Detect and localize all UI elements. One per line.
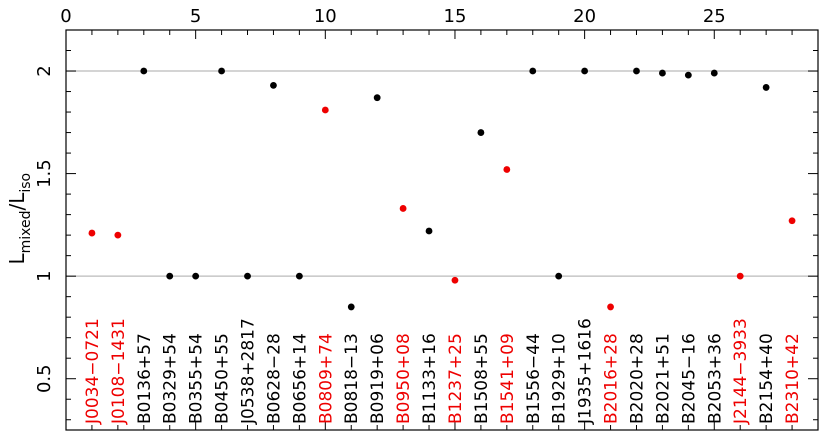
pulsar-label: B1133+16 bbox=[420, 333, 440, 424]
x-tick-label: 0 bbox=[60, 6, 71, 27]
pulsar-label: B2021+51 bbox=[653, 333, 673, 424]
pulsar-label: B0809+74 bbox=[316, 333, 336, 424]
pulsar-labels: J0034−0721 J0108−1431 B0136+57 B0329+54 B035… bbox=[83, 318, 803, 425]
pulsar-label: B0628−28 bbox=[264, 333, 284, 424]
y-tick-label: 0.5 bbox=[34, 364, 55, 393]
pulsar-label: B1237+25 bbox=[446, 333, 466, 424]
pulsar-label: B2016+28 bbox=[602, 333, 622, 424]
pulsar-label: B2154+40 bbox=[757, 333, 777, 424]
data-point bbox=[477, 129, 485, 136]
y-tick-label: 1.5 bbox=[34, 159, 55, 188]
y-axis-label-subscript: mixed bbox=[18, 211, 34, 254]
data-point bbox=[373, 94, 381, 102]
pulsar-label: J0538+2817 bbox=[239, 318, 259, 425]
pulsar-label: B0329+54 bbox=[161, 333, 181, 424]
pulsar-label: B1929+10 bbox=[550, 333, 570, 424]
data-point bbox=[347, 303, 355, 311]
pulsar-label: J1935+1616 bbox=[576, 318, 596, 425]
data-point bbox=[659, 69, 666, 77]
y-axis-label-part: /L bbox=[5, 192, 29, 211]
data-point bbox=[762, 84, 770, 91]
data-point bbox=[788, 217, 796, 225]
data-point bbox=[166, 272, 174, 280]
pulsar-label: B0355+54 bbox=[187, 333, 207, 424]
data-point bbox=[555, 272, 563, 280]
axis-ticks bbox=[65, 29, 819, 430]
data-point bbox=[270, 81, 277, 89]
y-tick-label: 2 bbox=[34, 65, 55, 76]
data-point bbox=[581, 67, 589, 75]
data-point bbox=[192, 272, 200, 280]
pulsar-label: B2045−16 bbox=[679, 333, 699, 424]
data-point bbox=[633, 67, 640, 75]
pulsar-label: B1508+55 bbox=[472, 333, 492, 424]
data-point bbox=[451, 276, 459, 284]
x-tick-label: 5 bbox=[190, 6, 201, 27]
data-point bbox=[244, 272, 251, 280]
x-tick-label: 10 bbox=[314, 6, 337, 27]
data-point bbox=[503, 166, 511, 173]
x-tick-label: 15 bbox=[444, 6, 467, 27]
pulsar-label: J0034−0721 bbox=[83, 318, 103, 425]
plot-frame bbox=[65, 29, 819, 431]
data-point bbox=[399, 205, 407, 212]
y-tick-label: 1 bbox=[34, 270, 55, 281]
pulsar-label: B0136+57 bbox=[135, 333, 155, 424]
pulsar-label: B0950+08 bbox=[394, 333, 414, 424]
data-point bbox=[114, 231, 122, 239]
pulsar-label: B2310+42 bbox=[783, 333, 803, 424]
data-point bbox=[607, 303, 614, 311]
reference-lines bbox=[66, 70, 818, 277]
pulsar-label: B0818−13 bbox=[342, 333, 362, 424]
y-axis-label-subscript: iso bbox=[18, 173, 34, 193]
pulsar-label: B0919+06 bbox=[368, 333, 388, 424]
x-tick-label: 25 bbox=[703, 6, 726, 27]
data-point bbox=[140, 67, 148, 75]
data-point bbox=[736, 272, 744, 280]
x-tick-label: 20 bbox=[573, 6, 596, 27]
data-point bbox=[529, 67, 537, 75]
pulsar-label: B1541+09 bbox=[498, 333, 518, 424]
data-point bbox=[88, 229, 96, 237]
y-axis-label-part: L bbox=[5, 253, 29, 265]
data-point bbox=[321, 106, 329, 114]
data-point bbox=[684, 71, 692, 79]
pulsar-label: B2020+28 bbox=[627, 333, 647, 424]
data-points bbox=[88, 67, 796, 311]
pulsar-label: B0450+55 bbox=[213, 333, 233, 424]
pulsar-label: B0656+14 bbox=[290, 333, 310, 424]
pulsar-label: B1556−44 bbox=[524, 333, 544, 424]
data-point bbox=[295, 272, 303, 280]
pulsar-label: J2144−3933 bbox=[731, 318, 751, 425]
pulsar-label: J0108−1431 bbox=[109, 318, 129, 425]
data-point bbox=[710, 69, 718, 77]
data-point bbox=[218, 67, 225, 75]
y-axis-label: Lmixed/Liso bbox=[5, 173, 34, 265]
data-point bbox=[425, 227, 433, 235]
pulsar-label: B2053+36 bbox=[705, 333, 725, 424]
axis-tick-labels: 0 5 10 15 20 25 0.5 1 1.5 2 bbox=[34, 6, 726, 393]
